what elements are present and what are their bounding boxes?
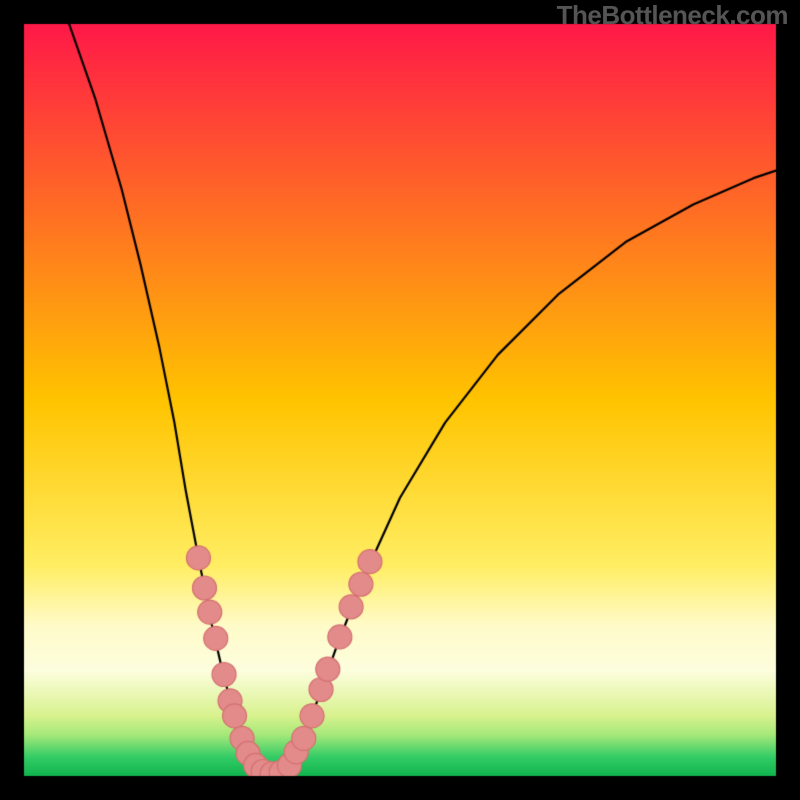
bottleneck-chart xyxy=(0,0,800,800)
watermark-label: TheBottleneck.com xyxy=(557,0,788,31)
